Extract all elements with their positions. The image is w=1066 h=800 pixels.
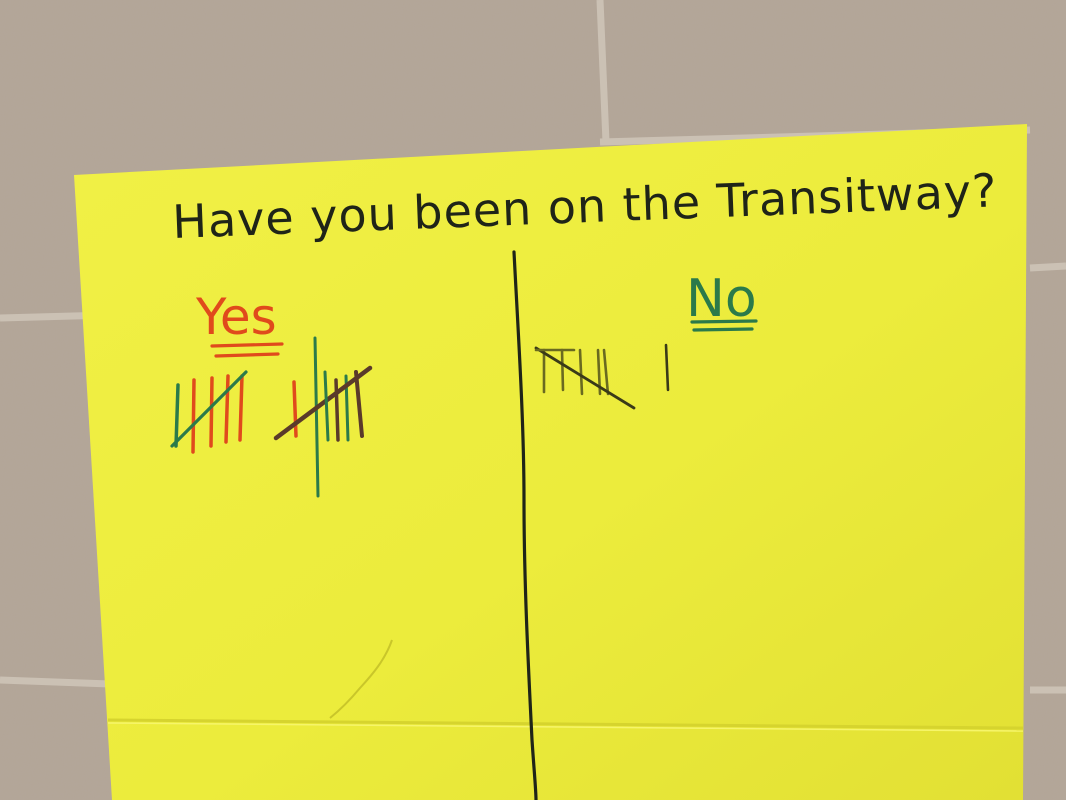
yellow-paper	[74, 124, 1027, 800]
tally-mark	[174, 383, 180, 448]
yes-column-label: Yes	[195, 288, 277, 346]
tally-mark	[578, 348, 584, 396]
tally-strike	[170, 370, 248, 448]
yes-underline-1	[210, 342, 284, 348]
yes-tally-group-2	[273, 336, 373, 498]
no-underline-1	[690, 319, 758, 324]
tally-mark	[560, 348, 565, 392]
tally-mark	[602, 348, 610, 396]
tally-mark	[191, 378, 196, 454]
no-tally-group-1	[534, 346, 636, 410]
tally-mark	[334, 378, 340, 442]
yes-tally-group-1	[170, 370, 248, 454]
yes-underline-2	[214, 352, 280, 358]
tally-strike	[534, 346, 636, 410]
tally-mark	[224, 374, 230, 444]
tally-strike	[273, 365, 373, 441]
paper-tear	[329, 639, 393, 719]
yes-tally-extra	[323, 370, 330, 442]
no-underline-2	[692, 327, 754, 332]
no-column-label: No	[686, 269, 757, 329]
tally-mark	[313, 336, 320, 498]
column-divider	[512, 250, 538, 800]
tally-mark	[209, 376, 214, 448]
tally-mark	[238, 374, 244, 442]
tally-mark	[354, 370, 364, 438]
paper-fold-crease	[107, 718, 1024, 730]
no-tally-extra	[664, 343, 670, 392]
tally-mark	[292, 380, 298, 438]
